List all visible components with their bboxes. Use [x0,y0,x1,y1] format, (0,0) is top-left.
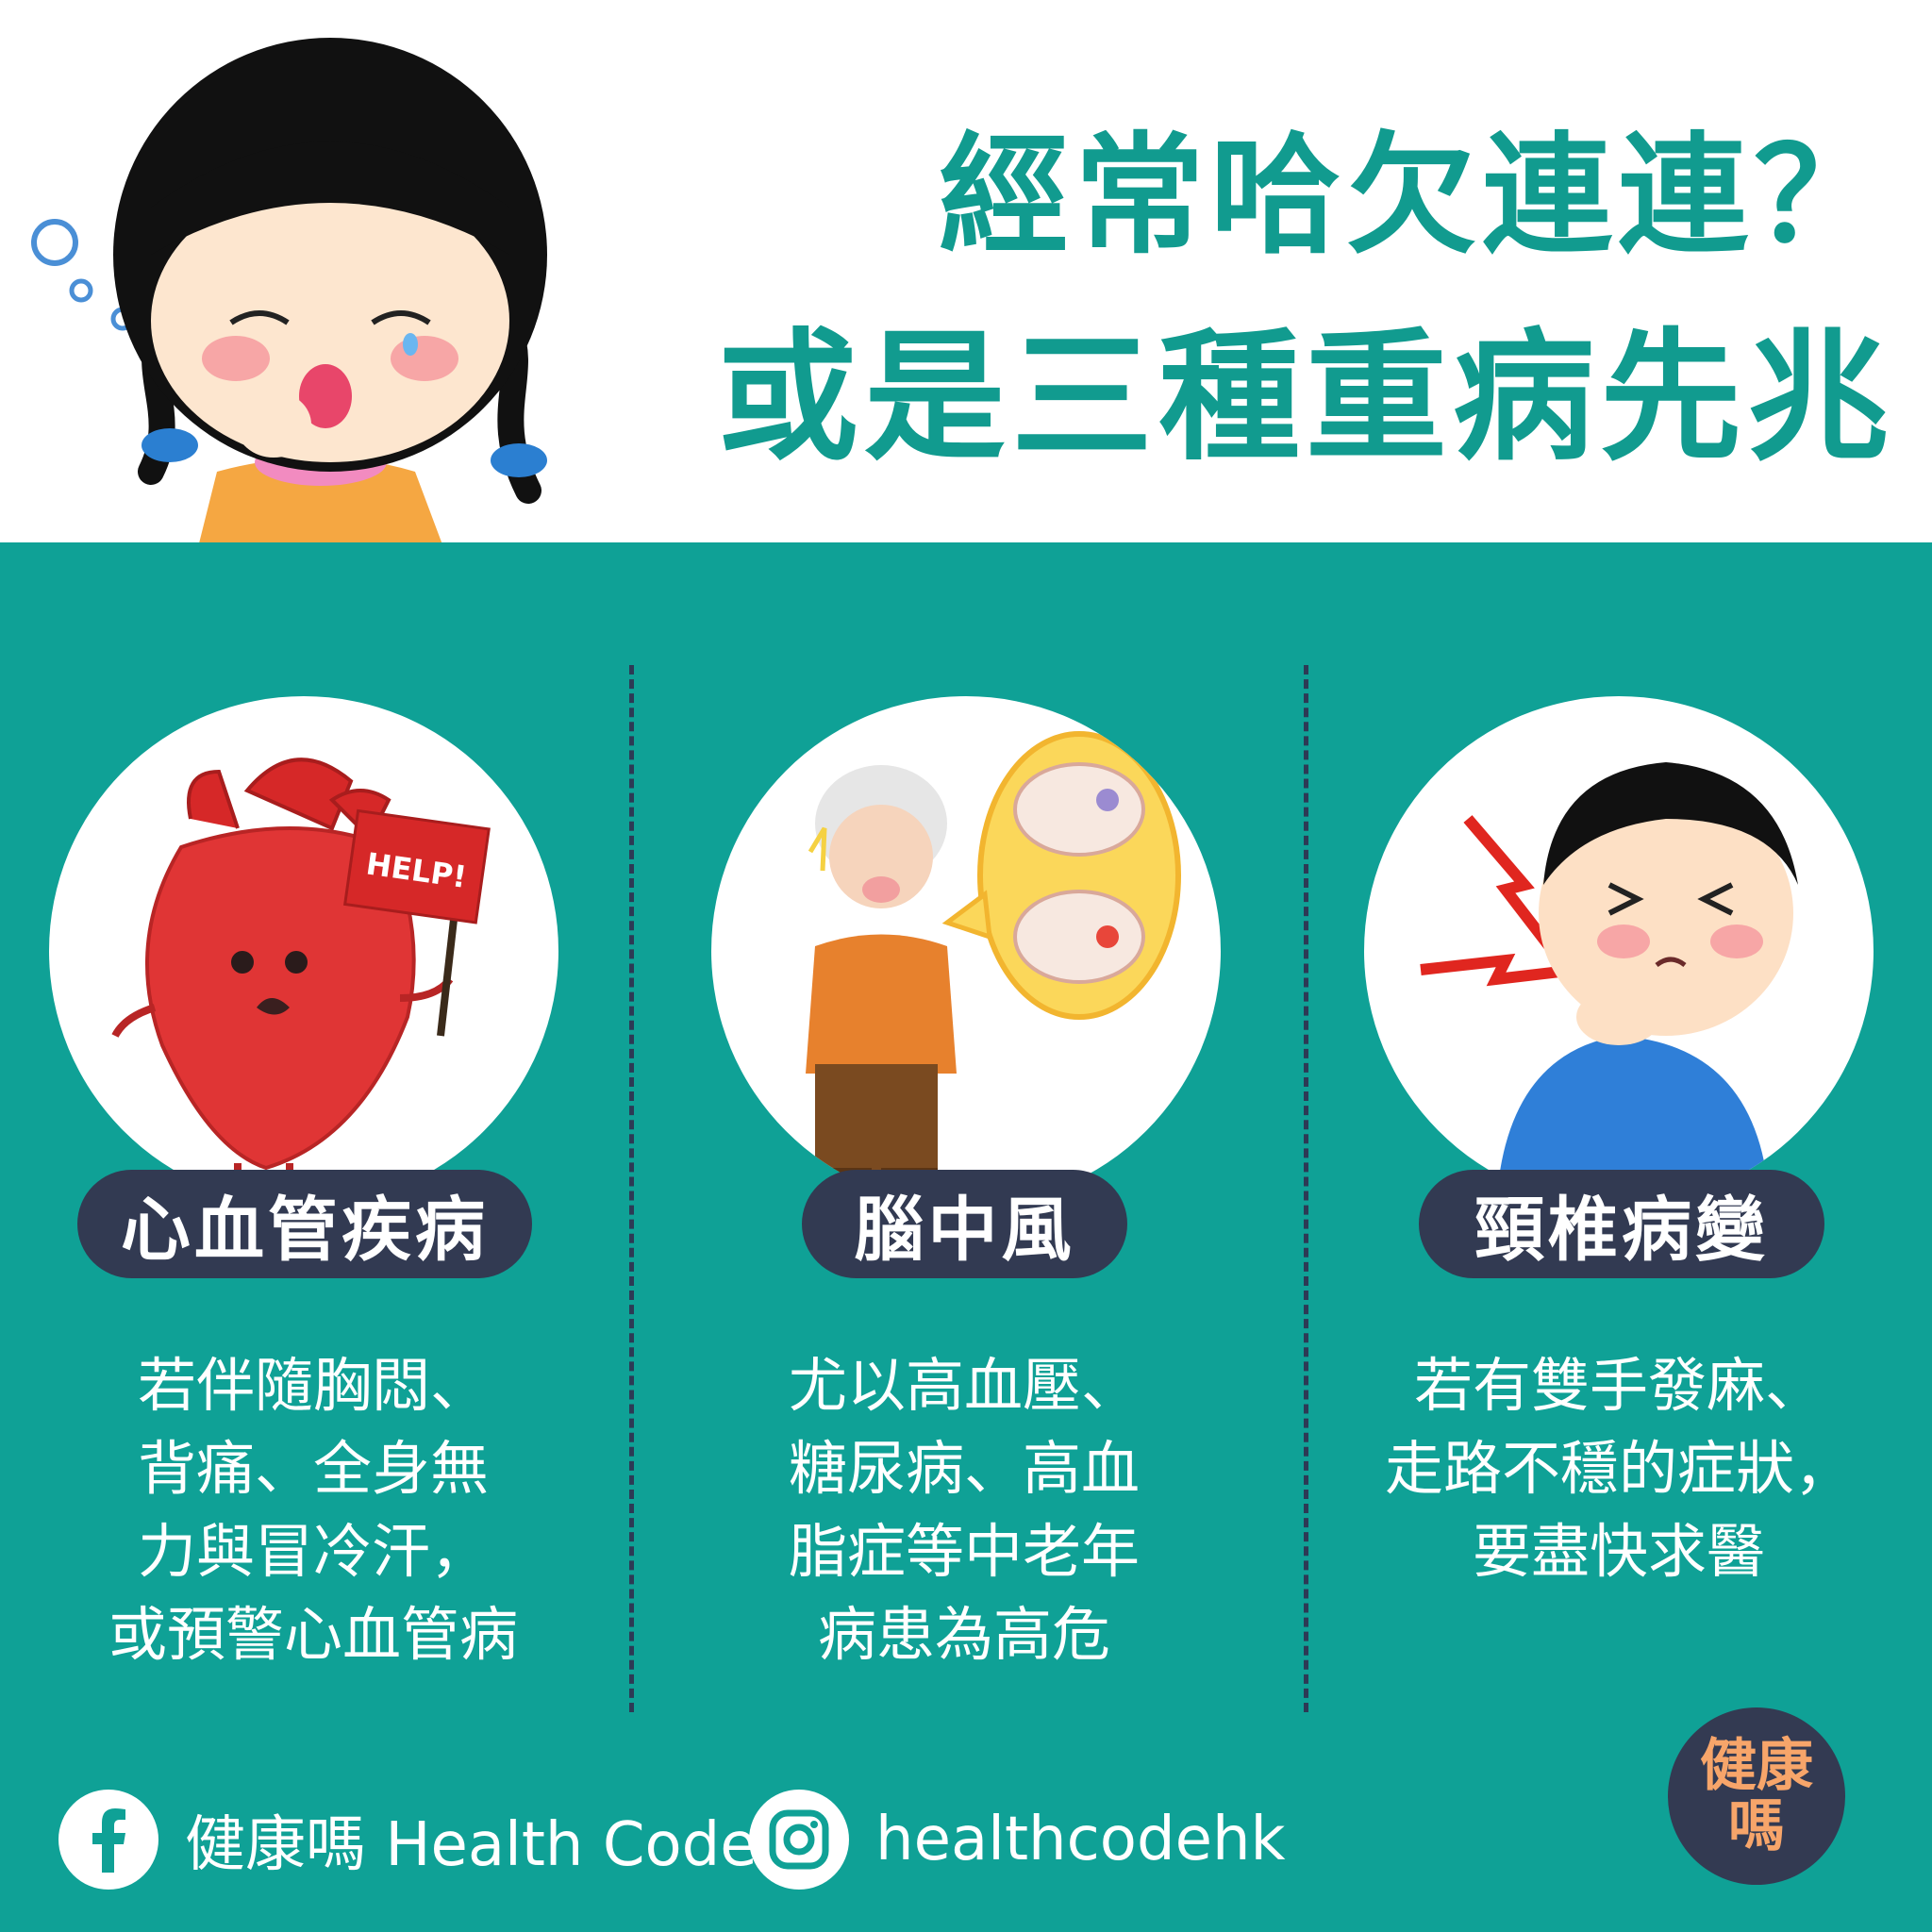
description-cervical: 若有雙手發麻、 走路不穩的症狀， 要盡快求醫 [1326,1344,1911,1593]
description-line: 脂症等中老年 [788,1517,1140,1586]
footer-instagram[interactable]: healthcodehk [749,1788,1286,1891]
instagram-handle[interactable]: healthcodehk [875,1805,1286,1874]
title-line-1: 經常哈欠連連？ [938,120,1890,272]
heart-illustration: HELP! [111,758,491,1201]
label-cardiovascular: 心血管疾病 [77,1170,532,1278]
stroke-illustration [806,731,1181,1187]
yawning-girl-illustration [31,38,547,547]
heart-illustration-circle: HELP! [49,696,558,1206]
description-line: 力與冒冷汗， [137,1517,489,1586]
description-line: 尤以高血壓、 [788,1351,1140,1420]
title-line-2: 或是三種重病先兆 [716,316,1894,480]
description-line: 病患為高危 [817,1600,1110,1669]
divider-2 [1304,665,1308,1712]
logo-line-1: 健康 [1700,1733,1813,1799]
description-line: 或預警心血管病 [108,1600,518,1669]
stroke-illustration-circle [711,696,1221,1206]
description-line: 若有雙手發麻、 [1413,1351,1824,1420]
description-line: 若伴隨胸悶、 [137,1351,489,1420]
logo-line-2: 嗎 [1728,1793,1785,1859]
instagram-icon[interactable] [749,1790,849,1890]
label-stroke: 腦中風 [802,1170,1127,1278]
description-line: 走路不穩的症狀， [1384,1434,1853,1503]
description-line: 糖尿病、高血 [788,1434,1140,1503]
footer-facebook[interactable]: 健康嗎 Health Code [58,1788,758,1891]
neck-pain-illustration [1420,762,1798,1206]
facebook-page-name[interactable]: 健康嗎 Health Code [185,1810,758,1880]
divider-1 [629,665,634,1712]
header: 經常哈欠連連？ 或是三種重病先兆 [0,0,1932,547]
description-cardiovascular: 若伴隨胸悶、 背痛、全身無 力與冒冷汗， 或預警心血管病 [21,1344,606,1676]
label-cervical: 頸椎病變 [1419,1170,1824,1278]
facebook-icon[interactable] [58,1790,158,1890]
neck-pain-illustration-circle [1364,696,1874,1206]
brand-logo: 健康 嗎 [1668,1707,1845,1885]
description-line: 背痛、全身無 [137,1434,489,1503]
description-stroke: 尤以高血壓、 糖尿病、高血 脂症等中老年 病患為高危 [672,1344,1257,1676]
description-line: 要盡快求醫 [1472,1517,1765,1586]
